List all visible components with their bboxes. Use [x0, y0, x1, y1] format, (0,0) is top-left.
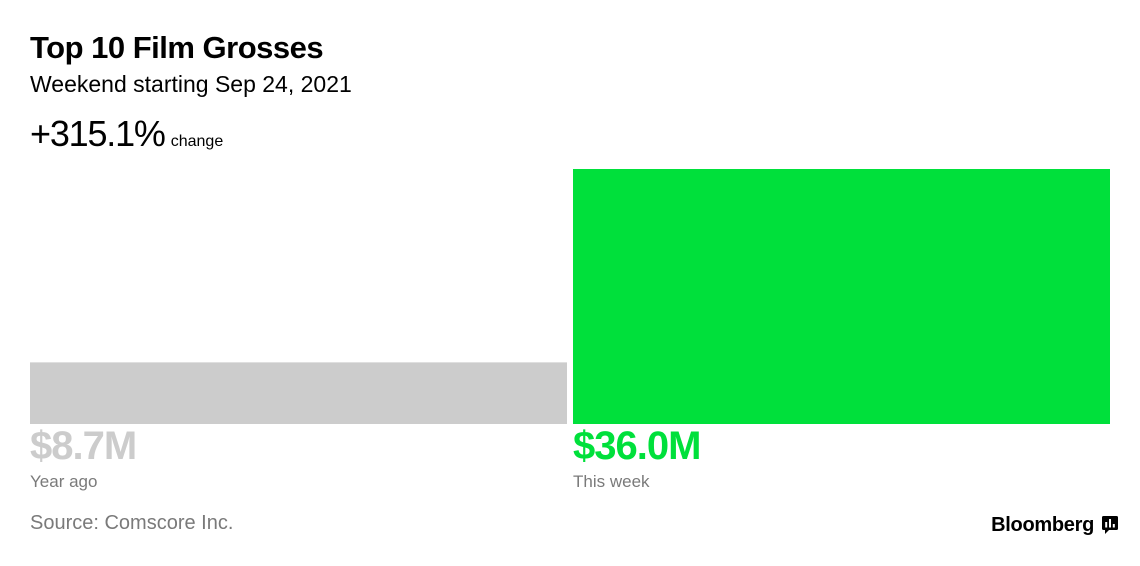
change-summary: +315.1% change	[30, 113, 223, 155]
bar-this-week	[573, 169, 1110, 424]
change-value: +315.1%	[30, 113, 166, 154]
bar-value-label: $36.0M	[573, 424, 701, 468]
source-note: Source: Comscore Inc.	[30, 512, 234, 534]
bar-category-label: Year ago	[30, 472, 98, 491]
bar-year-ago	[30, 362, 567, 424]
bloomberg-logo: Bloomberg	[991, 512, 1118, 538]
bar-value-label: $8.7M	[30, 424, 137, 468]
bar-category-label: This week	[573, 472, 650, 491]
chart-title: Top 10 Film Grosses	[30, 30, 324, 65]
chart-subtitle: Weekend starting Sep 24, 2021	[30, 71, 352, 97]
brand-name: Bloomberg	[991, 513, 1094, 536]
bloomberg-chart-icon	[1102, 516, 1118, 534]
change-unit: change	[170, 133, 224, 150]
